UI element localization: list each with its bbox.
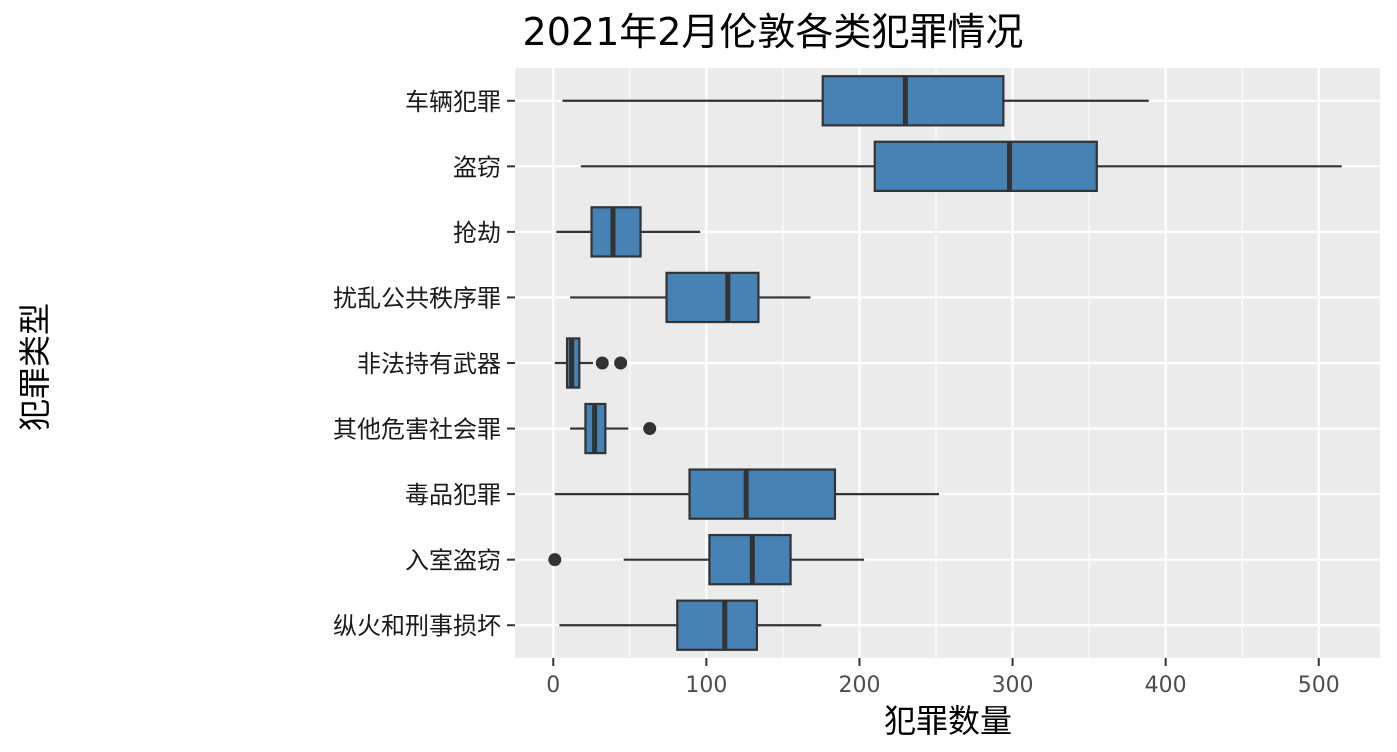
box-纵火和刑事损坏 xyxy=(559,599,822,651)
y-tick-label: 车辆犯罪 xyxy=(405,88,501,116)
y-tick-label: 抢劫 xyxy=(453,219,501,247)
x-tick-label: 0 xyxy=(546,673,560,698)
y-tick-label: 其他危害社会罪 xyxy=(333,416,501,444)
box-非法持有武器 xyxy=(554,337,628,389)
box-盗窃 xyxy=(580,140,1342,193)
box-入室盗窃 xyxy=(548,533,865,586)
outlier-point xyxy=(548,553,562,567)
outlier-point xyxy=(643,422,657,436)
iqr-box xyxy=(688,468,837,520)
y-tick-label: 扰乱公共秩序罪 xyxy=(333,284,501,312)
box-series xyxy=(548,75,1342,651)
y-tick-label: 毒品犯罪 xyxy=(405,481,501,509)
iqr-box xyxy=(590,206,642,258)
outlier-point xyxy=(614,356,628,370)
x-axis-title: 犯罪数量 xyxy=(884,702,1012,740)
iqr-box xyxy=(665,271,760,324)
y-axis: 车辆犯罪盗窃抢劫扰乱公共秩序罪非法持有武器其他危害社会罪毒品犯罪入室盗窃纵火和刑… xyxy=(333,88,515,640)
box-毒品犯罪 xyxy=(554,468,940,520)
y-tick-label: 入室盗窃 xyxy=(405,547,501,575)
x-tick-label: 300 xyxy=(992,673,1034,698)
outlier-point xyxy=(595,356,609,370)
box-抢劫 xyxy=(556,206,701,258)
box-其他危害社会罪 xyxy=(570,402,657,455)
iqr-box xyxy=(873,140,1098,193)
y-tick-label: 纵火和刑事损坏 xyxy=(333,612,501,640)
y-axis-title: 犯罪类型 xyxy=(16,303,54,431)
iqr-box xyxy=(821,75,1005,127)
y-tick-label: 非法持有武器 xyxy=(357,350,501,378)
y-tick-label: 盗窃 xyxy=(453,153,501,181)
x-axis: 0 100 200 300 400 500 xyxy=(546,658,1340,698)
x-tick-label: 400 xyxy=(1145,673,1187,698)
x-tick-label: 100 xyxy=(685,673,727,698)
x-tick-label: 500 xyxy=(1298,673,1340,698)
chart-title: 2021年2月伦敦各类犯罪情况 xyxy=(523,10,1024,54)
iqr-box xyxy=(676,599,758,651)
x-tick-label: 200 xyxy=(838,673,880,698)
box-车辆犯罪 xyxy=(562,75,1149,127)
box-扰乱公共秩序罪 xyxy=(570,271,811,324)
